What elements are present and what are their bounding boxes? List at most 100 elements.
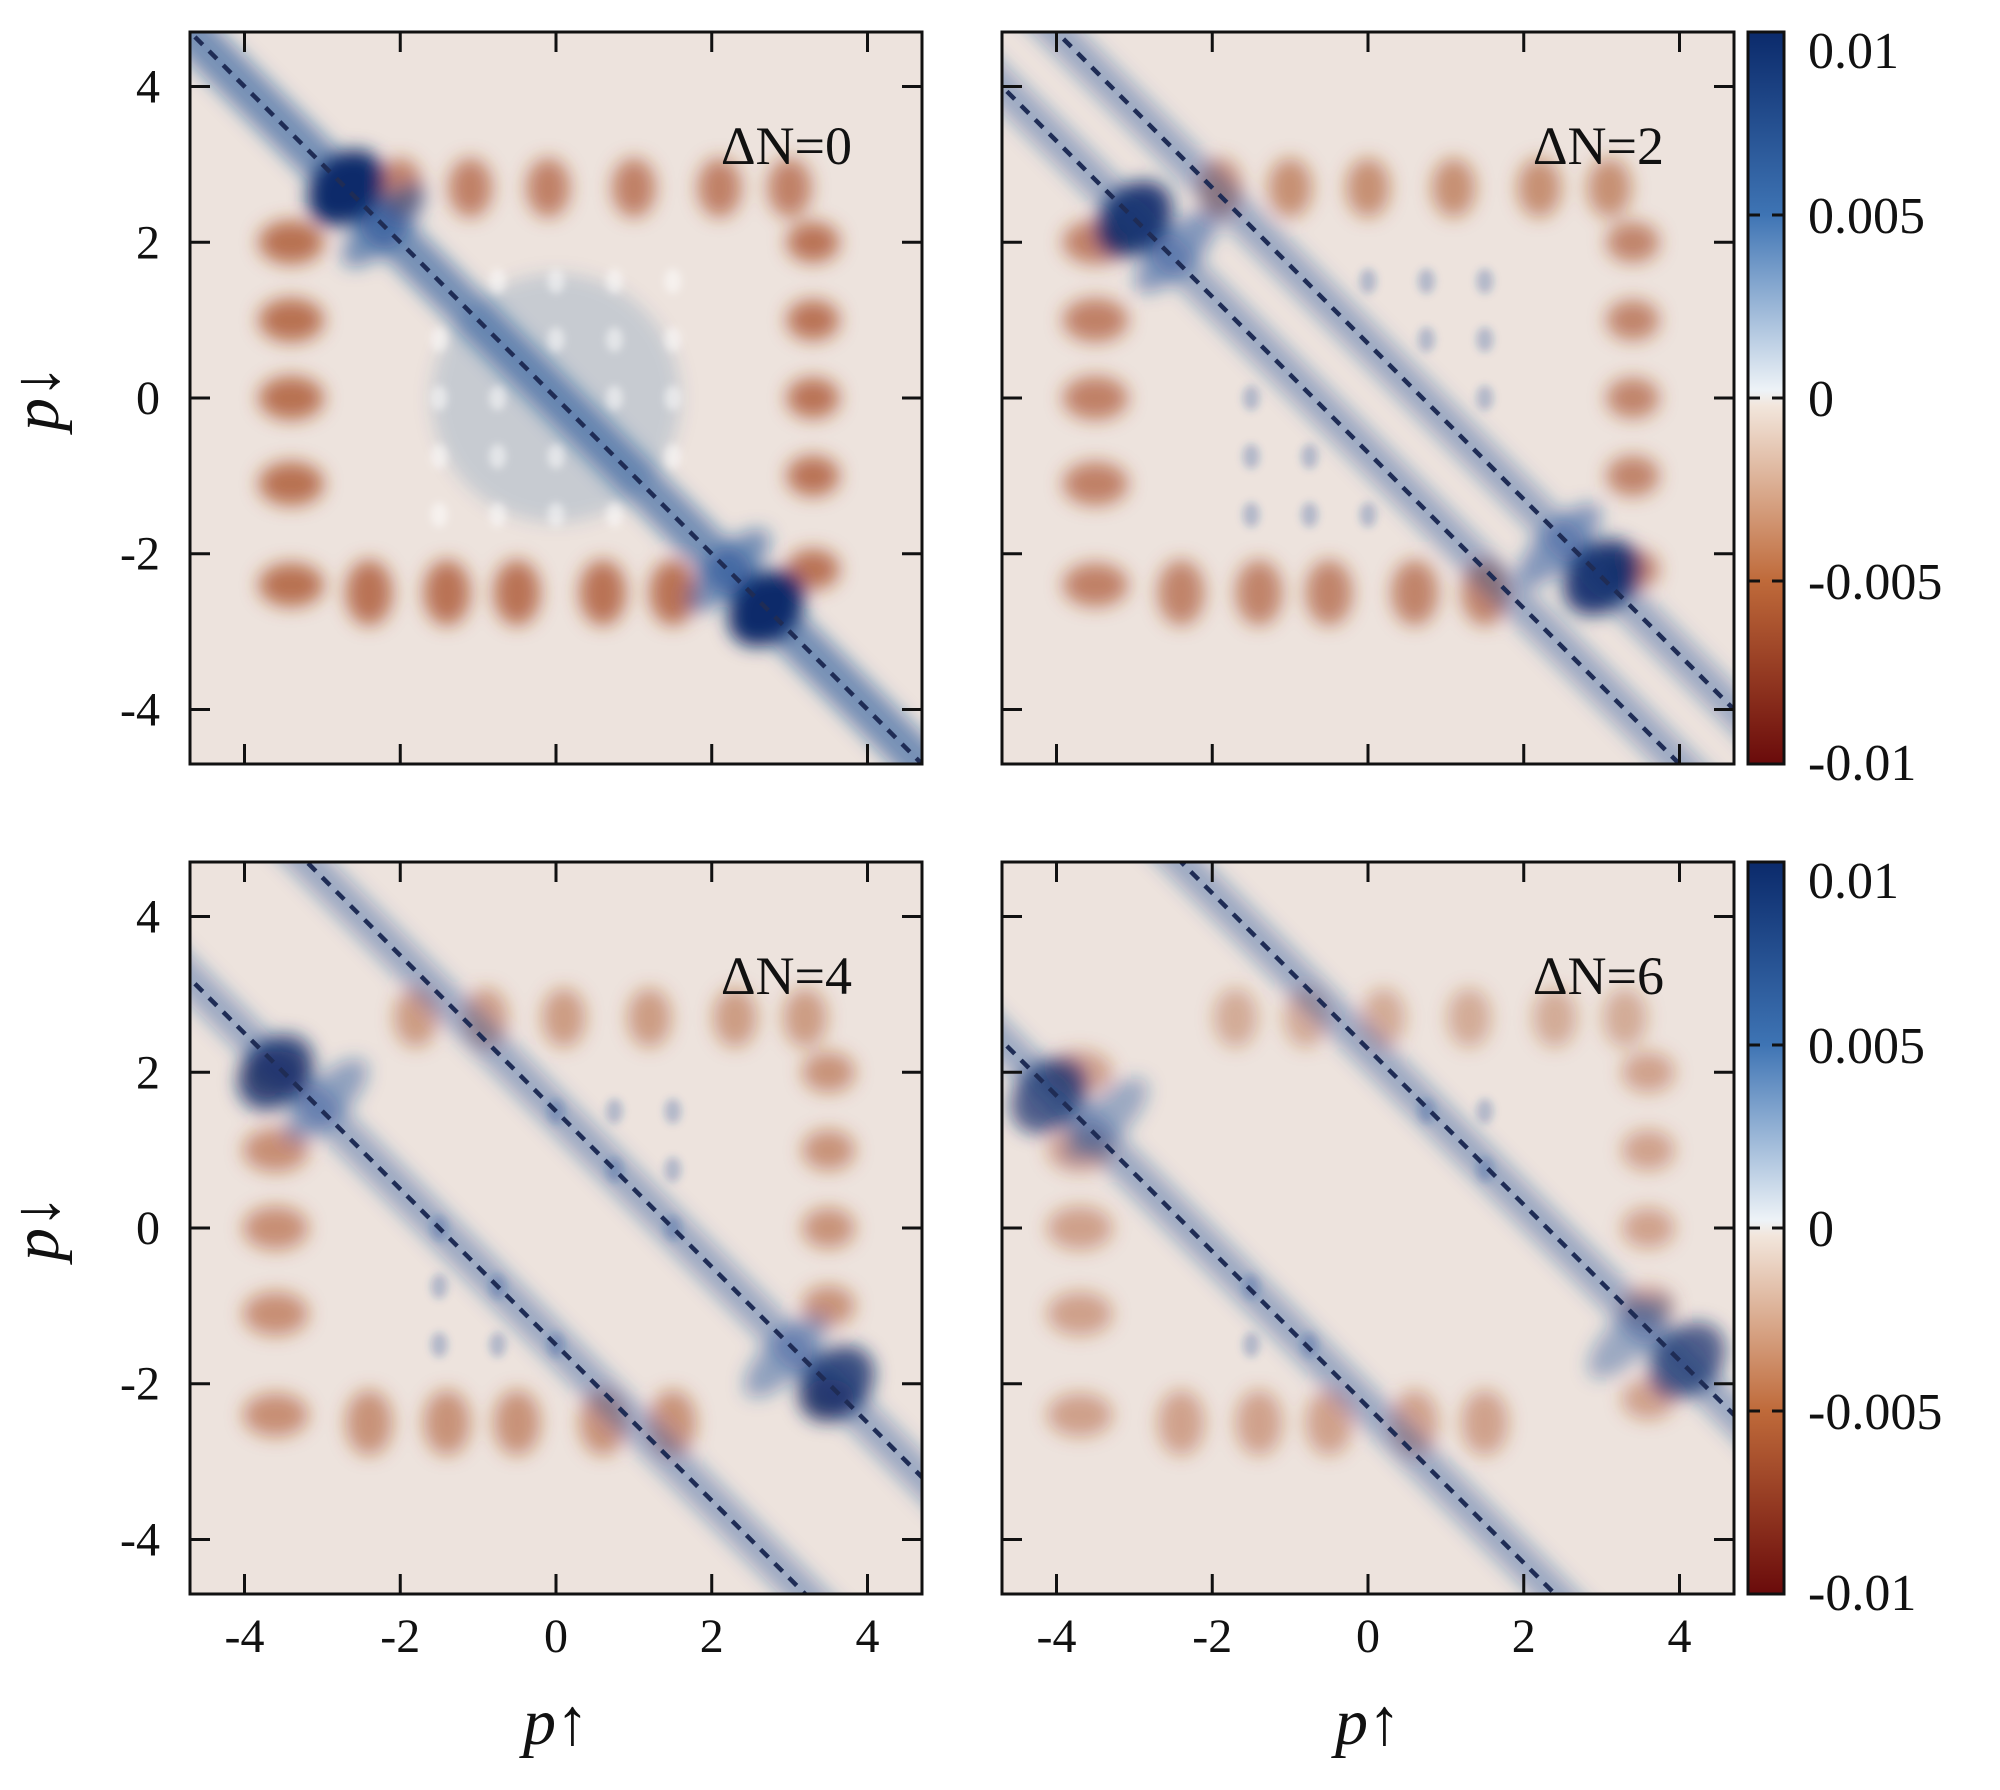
negative-lobe (1047, 1206, 1113, 1250)
y-axis-label: p↓ (0, 1195, 73, 1265)
peak-tail-1 (1518, 503, 1602, 587)
peak-tail-1 (686, 528, 770, 612)
negative-lobe (627, 988, 672, 1048)
colorbar-tick-label: 0.01 (1808, 853, 1899, 910)
interference-dot (605, 385, 623, 411)
interference-dot (664, 385, 682, 411)
interference-dot (489, 268, 507, 294)
interference-dot (1476, 1157, 1494, 1183)
colorbar-tick-label: 0.01 (1808, 23, 1899, 80)
interference-dot (1242, 443, 1260, 469)
negative-lobe (1431, 158, 1476, 218)
x-tick-label: 4 (855, 1610, 879, 1663)
interference-dots (1242, 1098, 1494, 1358)
negative-lobe (783, 988, 827, 1048)
panel-delta-n-6: -4 -2 0 2 4 p↑ ΔN=6 (1000, 860, 1736, 1759)
negative-lobe (1305, 559, 1353, 626)
interference-dot (547, 268, 565, 294)
y-tick-label: -4 (120, 1513, 160, 1566)
negative-lobe (242, 1206, 309, 1250)
negative-lobe (1606, 377, 1660, 419)
negative-lobe (786, 377, 840, 419)
interference-dot (430, 327, 448, 353)
negative-lobe (1062, 376, 1129, 420)
peak-0 (237, 1034, 314, 1111)
interference-dot (1476, 1098, 1494, 1124)
dashed-line-0 (303, 862, 922, 1481)
interference-dots (1242, 268, 1494, 528)
negative-lobe (423, 1389, 471, 1456)
interference-dot (664, 1098, 682, 1124)
y-tick-label: 0 (136, 1202, 160, 1255)
heatmap-content (1002, 32, 1734, 764)
interference-dot (605, 1098, 623, 1124)
interference-dot (430, 385, 448, 411)
colorbar-tick-label: -0.01 (1808, 1565, 1916, 1622)
plot-area (1002, 862, 1734, 1594)
interference-dots (430, 1098, 682, 1358)
x-tick-label: 0 (1356, 1610, 1380, 1663)
negative-lobe (1517, 158, 1562, 218)
panel-delta-n-0: 4 2 0 -2 -4 p↓ ΔN=0 (0, 30, 924, 766)
peak-tail-1 (744, 1314, 828, 1398)
colorbar-tick-label: 0.005 (1808, 188, 1925, 245)
negative-lobe (1603, 988, 1647, 1048)
x-tick-label: -4 (1037, 1610, 1077, 1663)
x-axis-label: p↑ (519, 1686, 589, 1759)
y-tick-label: 2 (136, 216, 160, 269)
interference-dot (1242, 502, 1260, 528)
dashed-line-0 (1177, 862, 1734, 1419)
dashed-line-1 (190, 975, 809, 1594)
peak-1 (798, 1345, 875, 1422)
interference-dot (664, 327, 682, 353)
negative-lobe (258, 220, 324, 265)
interference-dot (1476, 385, 1494, 411)
negative-lobe (786, 455, 840, 497)
negative-lobe (1047, 1393, 1113, 1437)
negative-lobe (1391, 559, 1439, 626)
negative-lobe (258, 461, 324, 506)
negative-lobe (786, 299, 840, 341)
interference-dot (1301, 1332, 1319, 1358)
plot-area (190, 862, 922, 1594)
negative-lobe (1062, 298, 1129, 342)
negative-lobe (1062, 563, 1129, 607)
x-tick-label: 2 (700, 1610, 724, 1663)
negative-lobe (242, 1291, 309, 1336)
panel-delta-n-4: -4 -2 0 2 4 p↑ 4 2 0 -2 -4 p↓ ΔN=4 (0, 860, 924, 1759)
negative-lobe (1621, 1129, 1675, 1171)
peak-0 (1010, 1057, 1087, 1134)
interference-dot (489, 443, 507, 469)
interference-dot (664, 268, 682, 294)
negative-lobe (612, 158, 656, 218)
interference-dot (1301, 502, 1319, 528)
interference-dot (1359, 502, 1377, 528)
panel-label: ΔN=2 (1533, 116, 1664, 176)
interference-dot (547, 502, 565, 528)
negative-lobe (802, 1207, 856, 1249)
x-tick-label: -2 (380, 1610, 420, 1663)
interference-dot (489, 502, 507, 528)
interference-dot (664, 443, 682, 469)
interference-dot (430, 443, 448, 469)
panel-delta-n-2: ΔN=2 (1000, 30, 1736, 766)
negative-lobe (649, 559, 697, 626)
negative-lobe (713, 988, 757, 1048)
dashed-line-0 (190, 32, 922, 764)
negative-lobe (258, 298, 324, 342)
negative-lobe (1346, 158, 1390, 218)
peak-tail-0 (1134, 209, 1218, 293)
interference-dot (430, 1332, 448, 1358)
y-axis-label: p↓ (0, 365, 73, 435)
heatmap-content (190, 862, 922, 1594)
y-tick-label: 4 (136, 61, 160, 114)
negative-lobe (1533, 988, 1577, 1048)
negative-lobe (697, 158, 742, 218)
interference-dot (1417, 327, 1435, 353)
negative-lobe (1447, 988, 1492, 1048)
colorbar-tick-label: -0.005 (1808, 554, 1942, 611)
negative-lobe (1621, 1207, 1675, 1249)
colorbar-tick-label: -0.01 (1808, 735, 1916, 792)
interference-dot (605, 268, 623, 294)
